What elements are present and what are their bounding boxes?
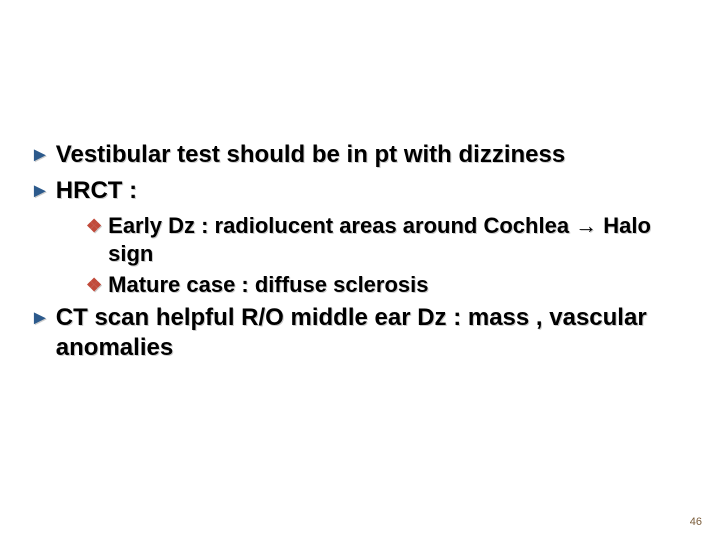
sub-bullet-item: ❖ Early Dz : radiolucent areas around Co…	[86, 212, 690, 267]
bullet-item: ► HRCT :	[30, 176, 690, 206]
bullet-item: ► Vestibular test should be in pt with d…	[30, 140, 690, 170]
slide-body: ► Vestibular test should be in pt with d…	[0, 0, 720, 540]
arrow-bullet-icon: ►	[30, 179, 50, 204]
sub-bullet-item: ❖ Mature case : diffuse sclerosis	[86, 271, 690, 299]
diamond-bullet-icon: ❖	[86, 215, 102, 238]
bullet-item: ► CT scan helpful R/O middle ear Dz : ma…	[30, 303, 690, 363]
diamond-bullet-icon: ❖	[86, 274, 102, 297]
sub-bullet-text: Mature case : diffuse sclerosis	[108, 271, 690, 299]
sub-bullet-text: Early Dz : radiolucent areas around Coch…	[108, 212, 690, 267]
page-number: 46	[690, 516, 702, 528]
arrow-bullet-icon: ►	[30, 143, 50, 168]
bullet-text: Vestibular test should be in pt with diz…	[56, 140, 690, 170]
bullet-text: HRCT :	[56, 176, 690, 206]
arrow-bullet-icon: ►	[30, 306, 50, 331]
bullet-text: CT scan helpful R/O middle ear Dz : mass…	[56, 303, 690, 363]
